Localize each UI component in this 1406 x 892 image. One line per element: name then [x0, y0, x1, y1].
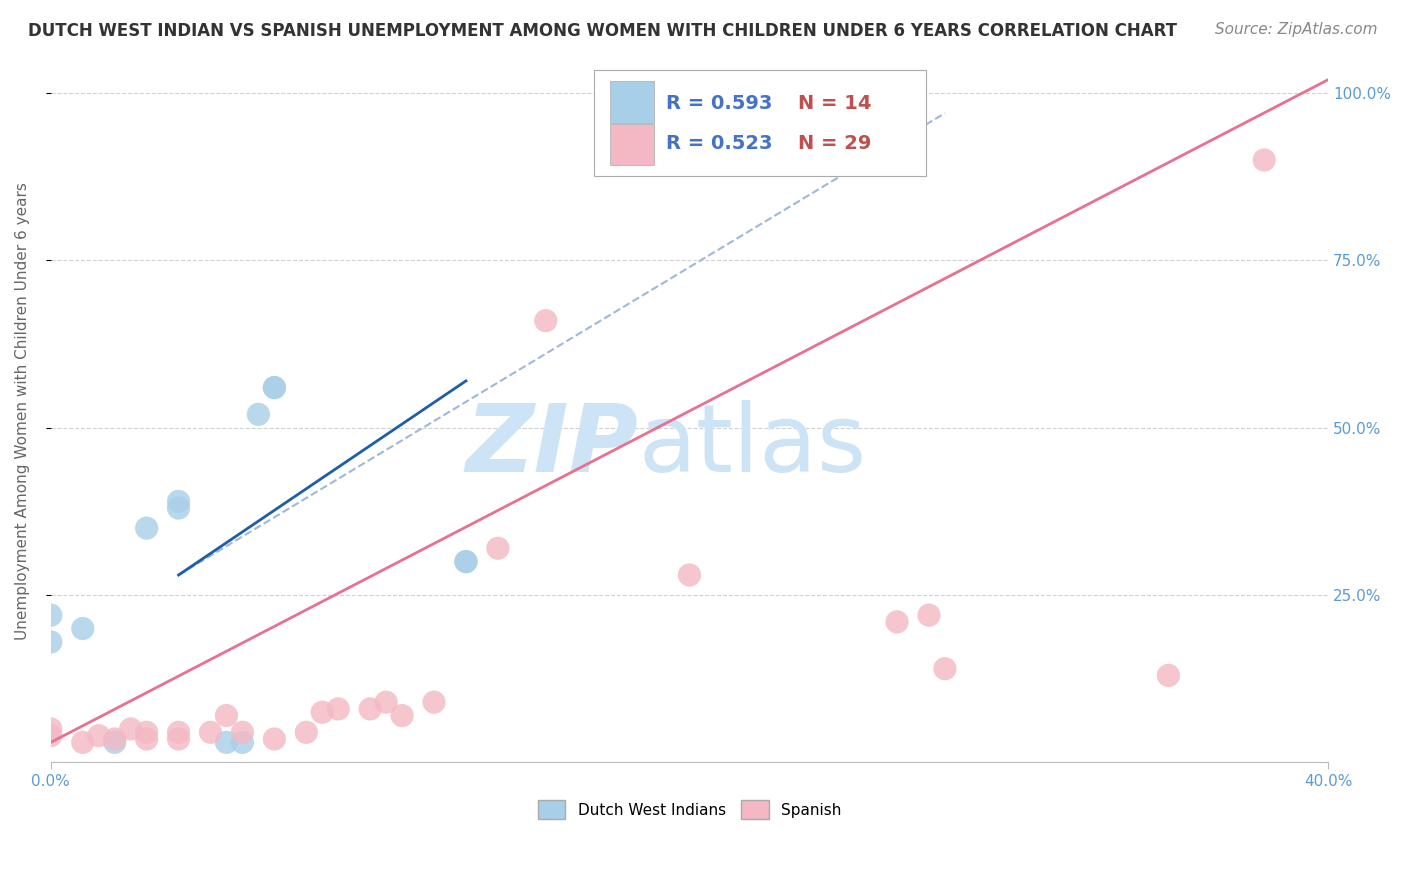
Point: [263, 731, 285, 746]
Point: [167, 501, 190, 516]
Text: R = 0.523: R = 0.523: [666, 135, 773, 153]
Point: [167, 725, 190, 739]
Point: [39, 635, 62, 649]
Point: [72, 622, 94, 636]
Point: [1253, 153, 1275, 167]
Text: DUTCH WEST INDIAN VS SPANISH UNEMPLOYMENT AMONG WOMEN WITH CHILDREN UNDER 6 YEAR: DUTCH WEST INDIAN VS SPANISH UNEMPLOYMEN…: [28, 22, 1177, 40]
Point: [39, 608, 62, 623]
Point: [135, 521, 157, 535]
Text: ZIP: ZIP: [465, 401, 638, 492]
Point: [200, 725, 222, 739]
Point: [328, 702, 350, 716]
Y-axis label: Unemployment Among Women with Children Under 6 years: Unemployment Among Women with Children U…: [15, 182, 30, 640]
Point: [39, 729, 62, 743]
Point: [423, 695, 446, 709]
Point: [104, 731, 127, 746]
Text: N = 29: N = 29: [799, 135, 872, 153]
FancyBboxPatch shape: [610, 124, 654, 165]
Point: [231, 735, 253, 749]
Point: [934, 662, 956, 676]
Point: [167, 494, 190, 508]
Point: [72, 735, 94, 749]
Point: [486, 541, 509, 556]
Point: [295, 725, 318, 739]
Point: [1157, 668, 1180, 682]
Point: [120, 722, 142, 736]
Point: [375, 695, 398, 709]
Point: [135, 731, 157, 746]
Point: [104, 735, 127, 749]
Text: Source: ZipAtlas.com: Source: ZipAtlas.com: [1215, 22, 1378, 37]
Point: [135, 725, 157, 739]
Point: [678, 568, 700, 582]
Point: [87, 729, 110, 743]
Text: atlas: atlas: [638, 401, 866, 492]
Point: [359, 702, 381, 716]
Point: [534, 313, 557, 327]
Point: [263, 381, 285, 395]
Text: R = 0.593: R = 0.593: [666, 94, 773, 112]
Point: [231, 725, 253, 739]
Point: [215, 735, 238, 749]
Point: [391, 708, 413, 723]
Point: [215, 708, 238, 723]
Point: [167, 731, 190, 746]
Text: N = 14: N = 14: [799, 94, 872, 112]
FancyBboxPatch shape: [610, 81, 654, 123]
Point: [311, 705, 333, 719]
Point: [39, 722, 62, 736]
Point: [886, 615, 908, 629]
Point: [247, 408, 270, 422]
Point: [454, 555, 477, 569]
Point: [454, 555, 477, 569]
Point: [918, 608, 941, 623]
Legend: Dutch West Indians, Spanish: Dutch West Indians, Spanish: [531, 794, 848, 825]
Point: [263, 381, 285, 395]
FancyBboxPatch shape: [593, 70, 925, 176]
